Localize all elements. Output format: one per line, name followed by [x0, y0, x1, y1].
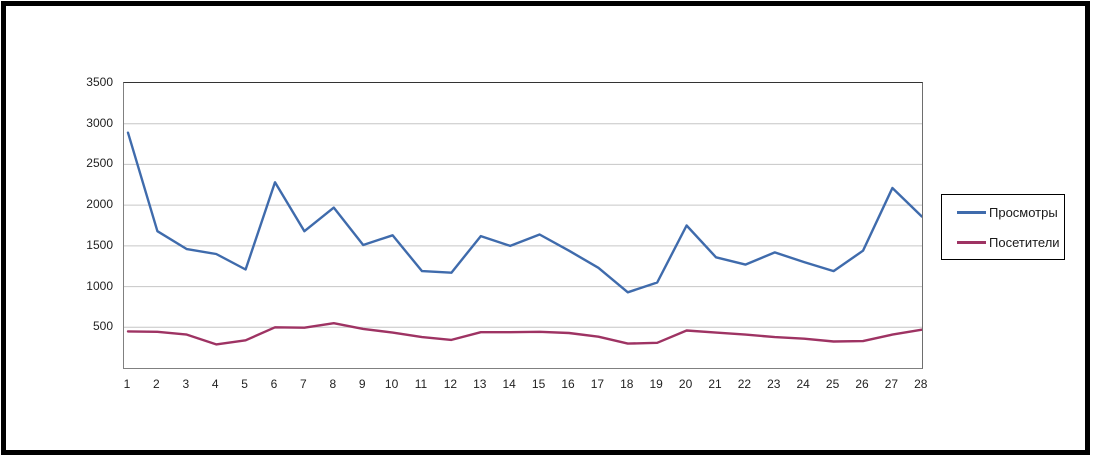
x-axis-tick-label: 18 — [620, 377, 634, 391]
legend: Просмотры Посетители — [941, 194, 1065, 260]
x-axis-tick-label: 4 — [211, 377, 219, 391]
chart-svg — [124, 123, 922, 346]
legend-label-visitors: Посетители — [989, 234, 1060, 250]
x-axis-tick-label: 24 — [796, 377, 810, 391]
x-axis-tick-label: 21 — [708, 377, 722, 391]
x-axis-tick-label: 23 — [767, 377, 781, 391]
x-axis-tick-label: 19 — [649, 377, 663, 391]
x-axis-tick-label: 13 — [473, 377, 487, 391]
legend-label-views: Просмотры — [989, 204, 1058, 220]
plot-area — [123, 82, 923, 369]
x-axis-tick-label: 8 — [329, 377, 337, 391]
y-axis: 3500 3000 2500 2000 1500 1000 500 — [50, 0, 113, 458]
x-axis-tick-label: 12 — [443, 377, 458, 391]
series-line-views[interactable] — [126, 131, 922, 294]
x-axis-tick-label: 3 — [182, 377, 190, 391]
y-axis-tick-label: 2000 — [86, 197, 113, 212]
x-axis-tick-label: 14 — [502, 377, 516, 391]
x-axis-tick-label: 25 — [825, 377, 840, 391]
x-axis-tick-label: 7 — [300, 377, 307, 391]
views-line-swatch — [957, 210, 986, 214]
x-axis-tick-label: 6 — [270, 377, 278, 391]
x-axis-tick-label: 15 — [531, 377, 546, 391]
y-axis-tick-label: 500 — [92, 319, 113, 334]
x-axis-tick-label: 26 — [855, 377, 869, 391]
x-axis-tick-label: 11 — [414, 377, 428, 391]
legend-item-views[interactable]: Просмотры — [942, 205, 1064, 220]
visitors-line-swatch — [957, 240, 986, 244]
y-axis-tick-label: 1000 — [86, 278, 113, 293]
series-line-visitors[interactable] — [126, 321, 922, 346]
x-axis-tick-label: 9 — [358, 377, 366, 391]
x-axis-tick-label: 10 — [384, 377, 399, 391]
x-axis-tick-label: 1 — [123, 377, 131, 391]
x-axis-tick-label: 27 — [884, 377, 899, 391]
x-axis-tick-label: 17 — [590, 377, 605, 391]
x-axis: 1 2 3 4 5 6 7 8 9 10 11 12 13 14 15 16 17 18 19 20 21 22 23 24 2… — [0, 376, 1093, 396]
x-axis-tick-label: 28 — [914, 377, 928, 391]
legend-item-visitors[interactable]: Посетители — [942, 235, 1064, 250]
gridlines — [124, 123, 922, 328]
x-axis-tick-label: 2 — [153, 377, 160, 391]
y-axis-tick-label: 3000 — [86, 115, 113, 130]
y-axis-tick-label: 1500 — [86, 237, 113, 252]
x-axis-tick-label: 5 — [241, 377, 248, 391]
x-axis-tick-label: 20 — [678, 377, 693, 391]
y-axis-tick-label: 2500 — [86, 156, 113, 171]
x-axis-tick-label: 16 — [561, 377, 575, 391]
x-axis-tick-label: 22 — [737, 377, 752, 391]
y-axis-tick-label: 3500 — [86, 75, 113, 89]
